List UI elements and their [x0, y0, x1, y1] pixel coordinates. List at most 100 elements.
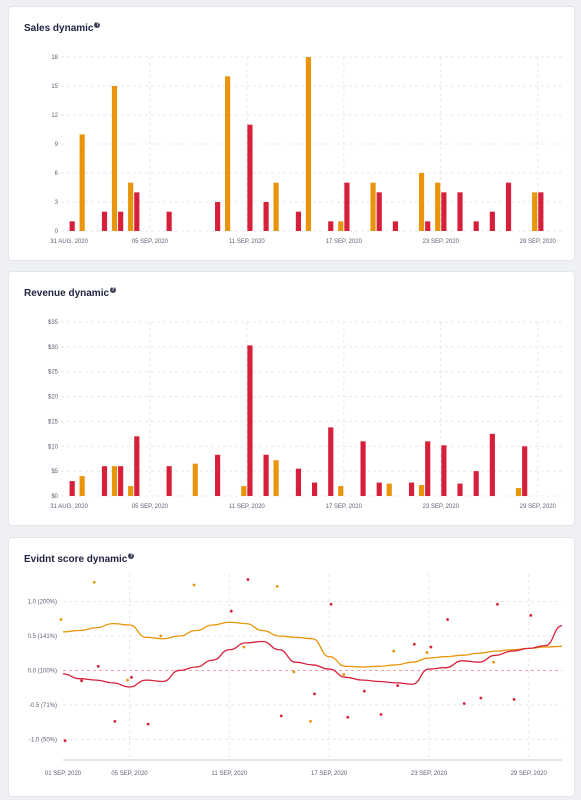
- bar: [247, 124, 253, 231]
- bar: [328, 221, 334, 231]
- chart-title-text: Sales dynamic: [24, 23, 94, 34]
- y-tick-label: -0.5 (71%): [29, 703, 57, 709]
- x-tick-label: 05 SEP, 2020: [132, 239, 169, 245]
- bar: [312, 482, 318, 496]
- chart-title: Sales dynamic?: [24, 22, 101, 34]
- bar: [225, 76, 231, 231]
- bar: [273, 460, 279, 496]
- bar: [425, 441, 431, 496]
- bar: [370, 182, 376, 231]
- x-tick-label: 11 SEP, 2020: [229, 239, 265, 245]
- question-icon[interactable]: ?: [110, 287, 117, 293]
- revenue-chart: $0 $5 $10 $15 $20 $25 $30 $35 31 AUG, 2020 05 SEP…: [48, 320, 562, 510]
- x-tick-label: 23 SEP, 2020: [411, 771, 448, 777]
- bar: [128, 486, 134, 496]
- bar: [489, 433, 495, 496]
- bar: [101, 211, 108, 231]
- x-tick-label: 31 AUG, 2020: [50, 239, 88, 245]
- question-icon[interactable]: ?: [94, 22, 101, 28]
- x-tick-label: 11 SEP, 2020: [211, 771, 247, 777]
- bar: [386, 483, 392, 496]
- bar: [166, 211, 172, 231]
- bar: [134, 192, 140, 231]
- x-tick-label: 29 SEP, 2020: [520, 239, 557, 245]
- bar: [457, 483, 463, 496]
- score-card: Evidnt score dynamic? 1.0 (200%) 0.5 (141…: [8, 537, 575, 797]
- bar: [79, 476, 85, 496]
- sales-chart: 0 3 6 9 12 15 18 31 AUG, 2020 05 SEP, 2020 11 SEP…: [50, 55, 562, 245]
- y-tick-label: -1.0 (50%): [29, 737, 57, 743]
- bar: [441, 192, 447, 231]
- y-tick-label: $15: [48, 419, 59, 425]
- y-tick-label: $5: [51, 469, 58, 475]
- y-tick-label: 0.5 (141%): [28, 634, 57, 640]
- scatter-point: [313, 692, 316, 696]
- x-tick-label: 05 SEP, 2020: [132, 504, 169, 510]
- y-tick-label: $30: [48, 345, 59, 351]
- scatter-point: [363, 689, 366, 693]
- bar: [118, 466, 124, 496]
- y-tick-label: 12: [51, 113, 58, 119]
- chart-title-text: Evidnt score dynamic: [24, 554, 128, 565]
- scatter-point: [342, 673, 346, 676]
- orange-series-line: [62, 621, 563, 668]
- bar: [166, 466, 172, 496]
- y-tick-label: 6: [55, 171, 59, 177]
- x-tick-label: 05 SEP, 2020: [111, 771, 148, 777]
- bar: [418, 173, 425, 231]
- score-chart: 1.0 (200%) 0.5 (141%) 0.0 (100%) -0.5 (71%)…: [28, 574, 563, 777]
- bar: [376, 482, 382, 496]
- bar: [215, 202, 221, 231]
- x-tick-label: 29 SEP, 2020: [511, 771, 548, 777]
- bar: [532, 192, 538, 231]
- scatter-point: [529, 613, 533, 617]
- scatter-point: [192, 583, 196, 587]
- y-tick-label: 3: [55, 200, 59, 206]
- scatter-point: [446, 618, 449, 621]
- bar: [489, 211, 495, 231]
- y-tick-label: $0: [51, 494, 58, 500]
- bar: [408, 482, 415, 496]
- y-tick-label: 0: [55, 229, 59, 235]
- x-tick-label: 23 SEP, 2020: [423, 239, 460, 245]
- scatter-point: [246, 578, 250, 581]
- scatter-point: [279, 714, 283, 718]
- bar: [79, 134, 85, 231]
- scatter-point: [242, 645, 246, 649]
- bar: [522, 446, 528, 496]
- y-tick-label: $35: [48, 320, 59, 326]
- y-tick-label: $25: [48, 370, 59, 376]
- scatter-point: [92, 580, 96, 584]
- question-icon[interactable]: ?: [128, 553, 135, 559]
- scatter-point: [59, 618, 63, 621]
- scatter-point: [96, 664, 100, 668]
- bar: [273, 182, 279, 231]
- bar: [515, 488, 522, 496]
- scatter-point: [379, 713, 383, 716]
- scatter-point: [425, 651, 429, 654]
- x-tick-label: 11 SEP, 2020: [229, 504, 265, 510]
- scatter-point: [462, 702, 466, 705]
- x-tick-label: 17 SEP, 2020: [326, 504, 363, 510]
- bar: [215, 454, 221, 496]
- bar: [111, 466, 118, 496]
- bar: [505, 182, 512, 231]
- bar: [338, 221, 344, 231]
- bar: [247, 345, 253, 496]
- bar: [376, 192, 382, 231]
- bar: [111, 86, 118, 231]
- scatter-point: [479, 696, 483, 700]
- x-tick-label: 17 SEP, 2020: [326, 239, 363, 245]
- red-series-line: [62, 625, 563, 688]
- bar: [118, 211, 124, 231]
- bar: [69, 481, 75, 496]
- sales-card: Sales dynamic? 0 3 6 9 12 15 18 31 AUG, 2020 05 …: [8, 6, 575, 261]
- bar: [425, 221, 431, 231]
- scatter-point: [492, 660, 495, 664]
- bar: [392, 221, 398, 231]
- bar: [473, 471, 479, 496]
- bar: [360, 441, 366, 496]
- y-tick-label: 0.0 (100%): [28, 668, 57, 674]
- chart-title-text: Revenue dynamic: [24, 288, 110, 299]
- y-tick-label: 15: [51, 84, 58, 90]
